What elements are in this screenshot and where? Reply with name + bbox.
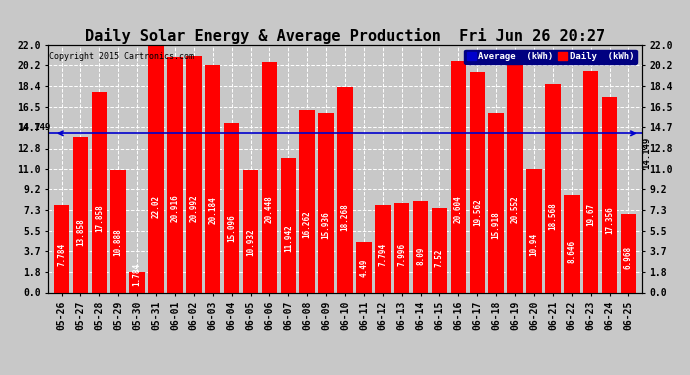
Text: 15.096: 15.096	[227, 214, 236, 242]
Text: 7.794: 7.794	[378, 243, 387, 266]
Bar	[299, 110, 315, 292]
Bar	[262, 63, 277, 292]
Text: 20.448: 20.448	[265, 196, 274, 223]
Bar	[621, 214, 636, 292]
Text: Copyright 2015 Cartronics.com: Copyright 2015 Cartronics.com	[49, 52, 194, 61]
Bar	[356, 242, 372, 292]
Bar	[602, 97, 618, 292]
Bar	[281, 158, 296, 292]
Text: 10.888: 10.888	[114, 228, 123, 256]
Text: 15.936: 15.936	[322, 211, 331, 239]
Text: 18.268: 18.268	[340, 203, 350, 231]
Title: Daily Solar Energy & Average Production  Fri Jun 26 20:27: Daily Solar Energy & Average Production …	[85, 28, 605, 44]
Text: 10.94: 10.94	[529, 232, 538, 256]
Bar	[167, 57, 183, 292]
Legend: Average  (kWh), Daily  (kWh): Average (kWh), Daily (kWh)	[464, 50, 637, 64]
Bar	[92, 92, 107, 292]
Text: 20.916: 20.916	[170, 194, 179, 222]
Text: 20.992: 20.992	[189, 194, 198, 222]
Bar	[243, 170, 258, 292]
Text: 7.784: 7.784	[57, 243, 66, 266]
Bar	[186, 56, 201, 292]
Bar	[148, 45, 164, 292]
Bar	[507, 61, 523, 292]
Bar	[489, 113, 504, 292]
Bar	[545, 84, 561, 292]
Bar	[337, 87, 353, 292]
Bar	[564, 195, 580, 292]
Bar	[318, 113, 334, 292]
Text: 10.932: 10.932	[246, 228, 255, 256]
Text: 15.918: 15.918	[492, 211, 501, 239]
Bar	[72, 136, 88, 292]
Bar	[224, 123, 239, 292]
Bar	[394, 202, 409, 292]
Bar	[413, 201, 428, 292]
Bar	[54, 205, 69, 292]
Bar	[432, 208, 447, 292]
Text: 17.858: 17.858	[95, 204, 103, 232]
Bar	[469, 72, 485, 292]
Text: 20.552: 20.552	[511, 195, 520, 223]
Bar	[129, 272, 145, 292]
Text: 7.52: 7.52	[435, 249, 444, 267]
Bar	[526, 170, 542, 292]
Bar	[205, 65, 221, 292]
Text: 17.356: 17.356	[605, 206, 614, 234]
Text: 1.784: 1.784	[132, 263, 141, 286]
Bar	[375, 205, 391, 292]
Bar	[110, 170, 126, 292]
Text: 8.09: 8.09	[416, 247, 425, 265]
Text: 20.184: 20.184	[208, 196, 217, 224]
Text: 22.02: 22.02	[152, 195, 161, 218]
Text: 14.149: 14.149	[18, 123, 50, 132]
Text: 6.968: 6.968	[624, 246, 633, 269]
Text: 14.149: 14.149	[642, 137, 651, 169]
Text: 19.67: 19.67	[586, 203, 595, 226]
Bar	[451, 61, 466, 292]
Text: 4.49: 4.49	[359, 259, 368, 278]
Text: 8.646: 8.646	[567, 240, 576, 263]
Text: 18.568: 18.568	[549, 202, 558, 230]
Text: 20.604: 20.604	[454, 195, 463, 223]
Text: 16.262: 16.262	[303, 210, 312, 238]
Text: 13.858: 13.858	[76, 218, 85, 246]
Text: 7.996: 7.996	[397, 242, 406, 266]
Bar	[583, 71, 598, 292]
Text: 11.942: 11.942	[284, 225, 293, 252]
Text: 19.562: 19.562	[473, 199, 482, 226]
